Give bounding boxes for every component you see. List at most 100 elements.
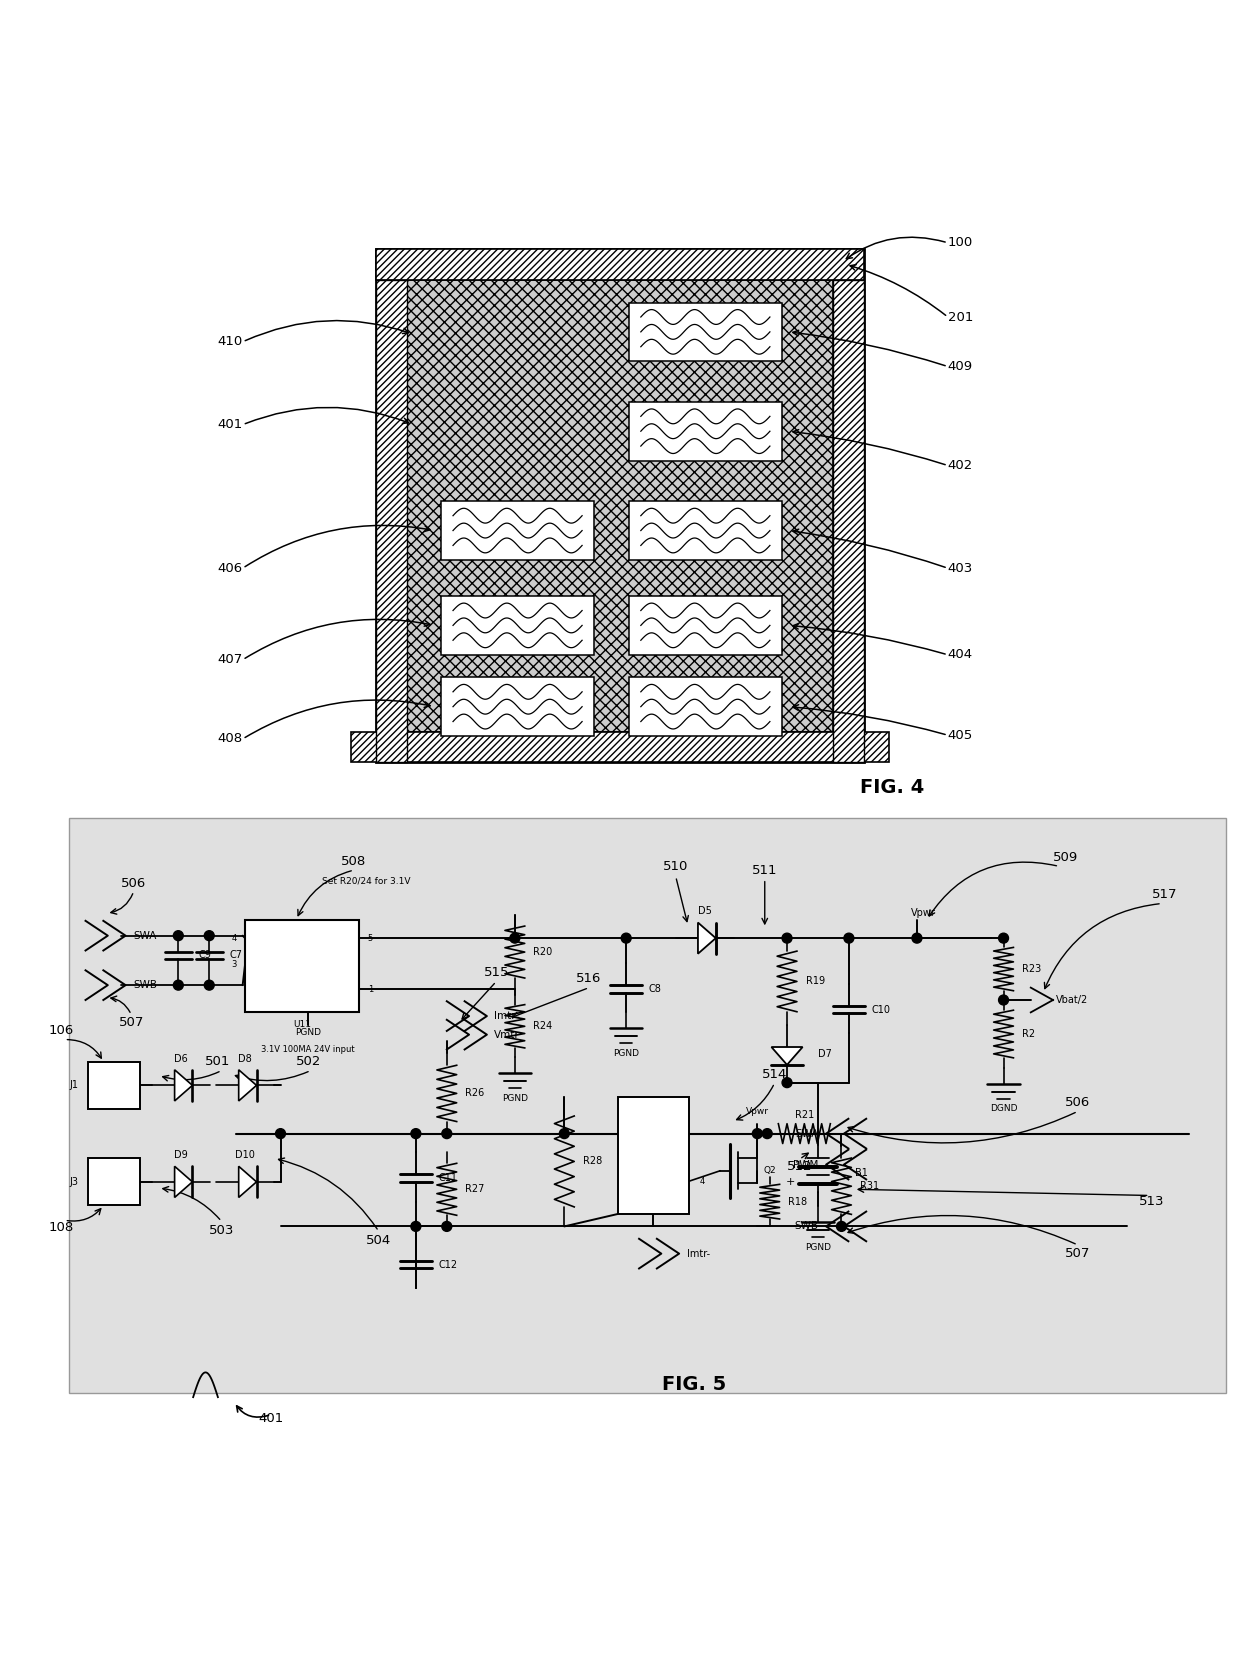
Text: PGND: PGND: [502, 1093, 528, 1103]
Circle shape: [510, 933, 520, 943]
Text: 5: 5: [367, 933, 373, 943]
Text: 4: 4: [231, 933, 237, 943]
Circle shape: [174, 930, 184, 940]
Bar: [618, 1096, 689, 1214]
Circle shape: [763, 1129, 773, 1138]
Bar: [88, 1158, 140, 1206]
Text: 511: 511: [751, 864, 777, 877]
Text: 513: 513: [1140, 1196, 1164, 1208]
Text: 404: 404: [947, 648, 973, 661]
Text: VI: VI: [273, 933, 281, 943]
Text: 7: 7: [636, 1136, 641, 1146]
Text: 3: 3: [636, 1204, 641, 1213]
Text: C12: C12: [438, 1261, 458, 1271]
Text: 506: 506: [122, 877, 146, 890]
Text: 106: 106: [48, 1025, 73, 1038]
Text: +: +: [786, 1176, 795, 1186]
Text: 2: 2: [636, 1191, 641, 1199]
Text: Vpwr: Vpwr: [910, 909, 935, 919]
Text: 406: 406: [217, 561, 243, 575]
Text: D9: D9: [175, 1149, 188, 1159]
Circle shape: [782, 1078, 792, 1088]
Bar: [376, 249, 864, 762]
Text: PGND: PGND: [614, 1048, 639, 1058]
Circle shape: [998, 995, 1008, 1005]
Text: 108: 108: [48, 1221, 73, 1234]
Text: SWA: SWA: [133, 930, 156, 940]
Bar: [407, 281, 833, 731]
Text: 1: 1: [110, 1178, 117, 1188]
Text: PWM: PWM: [794, 1159, 818, 1169]
Text: 3: 3: [231, 960, 237, 968]
Bar: [88, 1061, 140, 1110]
Text: D6: D6: [175, 1053, 188, 1063]
Polygon shape: [175, 1166, 192, 1198]
Text: 514: 514: [761, 1068, 787, 1081]
Text: Q1: Q1: [657, 1193, 671, 1201]
Bar: [629, 402, 782, 460]
Circle shape: [410, 1129, 420, 1138]
Text: J3: J3: [69, 1178, 78, 1188]
Bar: [69, 819, 1226, 1394]
Text: R31: R31: [861, 1181, 879, 1191]
Circle shape: [205, 980, 215, 990]
Polygon shape: [238, 1166, 257, 1198]
Text: 1: 1: [110, 1080, 117, 1090]
Bar: [629, 302, 782, 360]
Text: 501: 501: [205, 1055, 231, 1068]
Text: 510: 510: [663, 860, 688, 874]
Polygon shape: [698, 922, 715, 953]
Text: GND: GND: [306, 960, 325, 968]
Bar: [376, 249, 864, 281]
Circle shape: [782, 933, 792, 943]
Text: 516: 516: [577, 972, 601, 985]
Text: 3.1V 100MA 24V input: 3.1V 100MA 24V input: [260, 1045, 355, 1055]
Text: R20: R20: [533, 947, 553, 957]
Text: 401: 401: [258, 1412, 284, 1425]
Bar: [351, 731, 889, 762]
Circle shape: [753, 1129, 763, 1138]
Bar: [376, 281, 407, 762]
Text: C7: C7: [229, 950, 242, 960]
Text: 515: 515: [484, 967, 510, 980]
Text: R19: R19: [806, 977, 825, 987]
Text: C8: C8: [649, 983, 661, 995]
Circle shape: [410, 1221, 420, 1231]
Circle shape: [205, 930, 215, 940]
Circle shape: [837, 1221, 847, 1231]
Text: 408: 408: [217, 733, 243, 746]
Circle shape: [174, 980, 184, 990]
Text: D10: D10: [236, 1149, 255, 1159]
Text: 4: 4: [699, 1176, 704, 1186]
Text: 201: 201: [947, 311, 973, 324]
Text: SWB: SWB: [795, 1221, 818, 1231]
Text: R18: R18: [789, 1196, 807, 1206]
Bar: [246, 920, 358, 1012]
Bar: [440, 678, 594, 736]
Text: Vbat/2: Vbat/2: [1055, 995, 1087, 1005]
Text: Imtr-: Imtr-: [687, 1249, 709, 1259]
Text: VO: VO: [321, 933, 334, 943]
Text: 410: 410: [217, 336, 243, 349]
Text: Vmtr: Vmtr: [495, 1030, 520, 1040]
Text: 401: 401: [217, 419, 243, 432]
Text: C10: C10: [872, 1005, 890, 1015]
Text: C11: C11: [438, 1173, 458, 1183]
Text: D7: D7: [818, 1048, 832, 1058]
Text: U11: U11: [293, 1020, 311, 1030]
Text: FIG. 4: FIG. 4: [861, 777, 924, 797]
Text: R21: R21: [795, 1110, 813, 1120]
Polygon shape: [175, 1070, 192, 1101]
Text: R27: R27: [465, 1184, 485, 1194]
Text: R24: R24: [533, 1022, 553, 1031]
Circle shape: [275, 1129, 285, 1138]
Text: 6: 6: [636, 1118, 641, 1126]
Text: PGND: PGND: [295, 1028, 321, 1036]
Polygon shape: [771, 1046, 802, 1065]
Text: 506: 506: [1065, 1096, 1090, 1110]
Text: NC: NC: [270, 960, 284, 968]
Circle shape: [441, 1221, 451, 1231]
Text: 502: 502: [295, 1055, 321, 1068]
Circle shape: [998, 933, 1008, 943]
Text: 1: 1: [636, 1176, 641, 1186]
